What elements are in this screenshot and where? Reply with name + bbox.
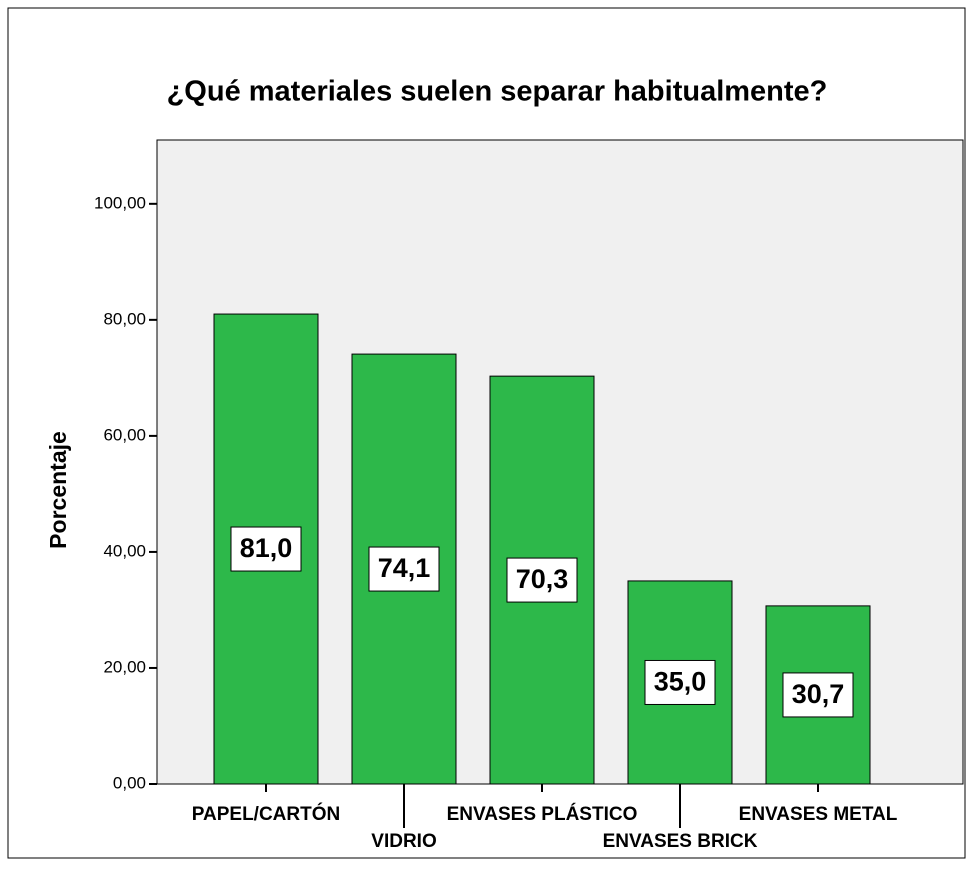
chart-title: ¿Qué materiales suelen separar habitualm… [167,76,828,108]
y-tick-label: 60,00 [103,425,146,444]
x-tick-label: VIDRIO [371,831,436,852]
value-label: 30,7 [792,679,845,709]
y-tick-label: 20,00 [103,657,146,676]
x-tick-label: ENVASES METAL [739,804,898,825]
x-tick-label: PAPEL/CARTÓN [192,803,340,825]
value-label-box [506,557,578,603]
value-label: 74,1 [378,553,431,583]
value-label-box [368,546,440,592]
y-tick-label: 40,00 [103,541,146,560]
y-tick-label: 0,00 [113,773,146,792]
value-label-box [230,526,302,572]
value-label: 70,3 [516,564,569,594]
x-tick-label: ENVASES BRICK [603,831,758,852]
value-label: 81,0 [240,533,293,563]
y-axis-title: Porcentaje [45,431,71,549]
x-tick-label: ENVASES PLÁSTICO [447,803,638,825]
value-label-box [782,672,854,718]
value-label: 35,0 [654,667,707,697]
value-label-box [644,659,716,705]
y-tick-label: 80,00 [103,309,146,328]
y-tick-label: 100,00 [94,193,146,212]
